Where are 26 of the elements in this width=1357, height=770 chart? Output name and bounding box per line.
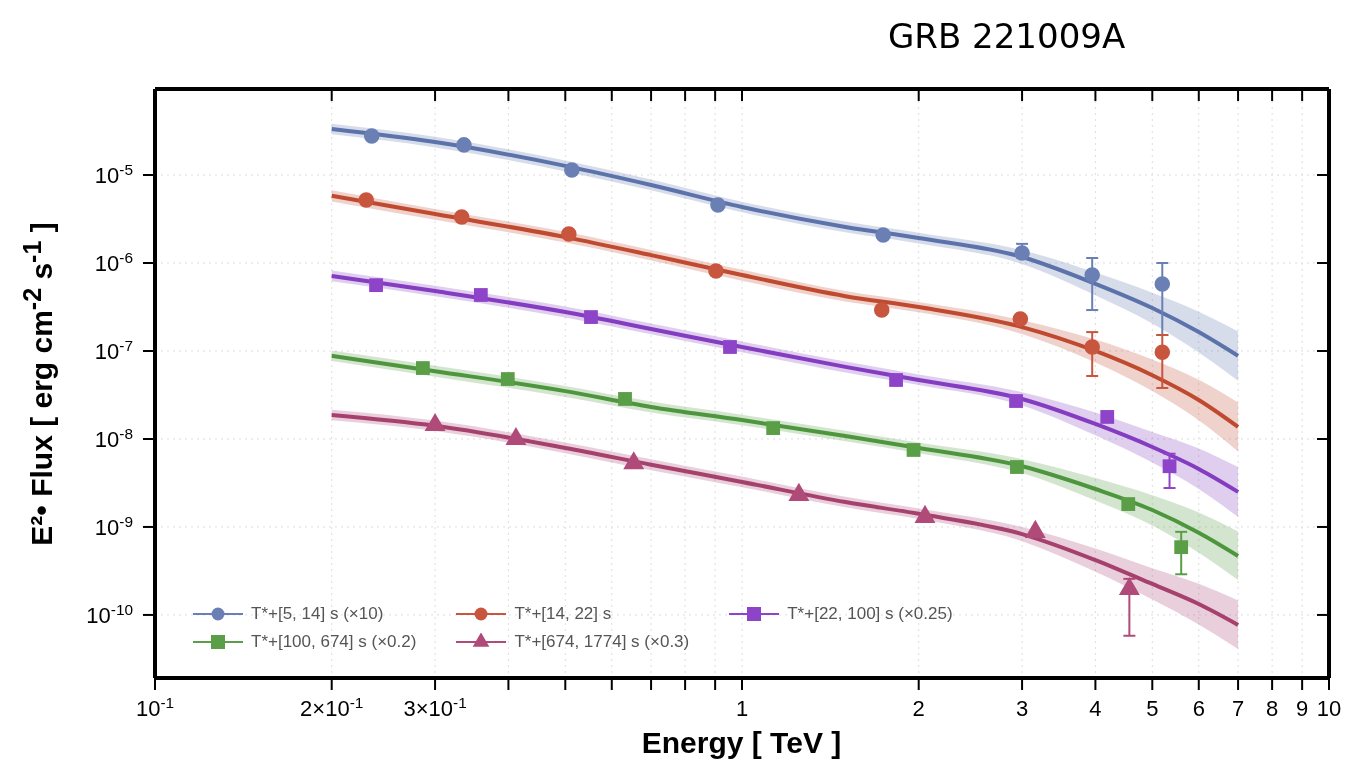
x-tick-label: 4 bbox=[1089, 695, 1102, 721]
x-tick-label: 10 bbox=[1316, 695, 1342, 721]
y-tick-label: 10$^{-5}$ bbox=[94, 160, 133, 188]
y-tick-label: 10$^{-8}$ bbox=[94, 424, 133, 452]
legend-label: T*+[22, 100] s (×0.25) bbox=[787, 604, 953, 624]
y-tick-label: 10$^{-6}$ bbox=[94, 248, 133, 276]
y-tick-label: 10$^{-7}$ bbox=[94, 336, 133, 364]
y-tick-label: 10$^{-10}$ bbox=[86, 600, 133, 628]
x-tick-label: 9 bbox=[1296, 695, 1309, 721]
x-tick-label: 8 bbox=[1265, 695, 1279, 721]
legend-label: T*+[100, 674] s (×0.2) bbox=[251, 632, 417, 652]
x-tick-label: 2×10$^{-1}$ bbox=[300, 693, 364, 721]
x-tick-label: 2 bbox=[912, 695, 925, 721]
x-tick-label: 7 bbox=[1231, 695, 1245, 721]
y-tick-label: 10$^{-9}$ bbox=[94, 512, 133, 540]
chart-title: GRB 221009A bbox=[888, 16, 1126, 56]
x-tick-label: 3×10$^{-1}$ bbox=[403, 693, 467, 721]
legend-label: T*+[674, 1774] s (×0.3) bbox=[514, 632, 690, 652]
x-tick-label: 5 bbox=[1146, 695, 1159, 721]
x-tick-label: 10$^{-1}$ bbox=[135, 693, 175, 721]
x-tick-label: 6 bbox=[1192, 695, 1205, 721]
legend-label: T*+[14, 22] s bbox=[514, 604, 612, 624]
x-axis-title: Energy [ TeV ] bbox=[640, 726, 843, 760]
x-tick-label: 3 bbox=[1015, 695, 1029, 721]
x-tick-label: 1 bbox=[735, 695, 749, 721]
legend-label: T*+[5, 14] s (×10) bbox=[251, 604, 384, 624]
